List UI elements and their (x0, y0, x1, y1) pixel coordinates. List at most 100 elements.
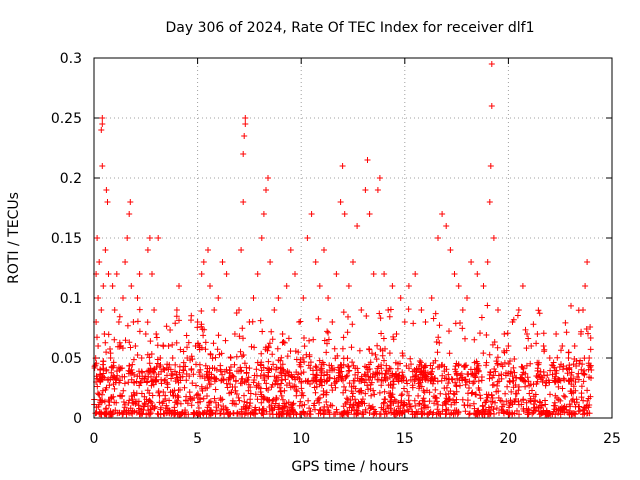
data-point-cloud (120, 387, 127, 394)
data-point-cloud (130, 389, 137, 396)
data-point-mid (407, 376, 414, 383)
data-point-cloud (281, 404, 288, 411)
data-point-mid (536, 310, 543, 317)
data-point (165, 343, 172, 349)
data-point-cloud (340, 411, 347, 418)
data-point-mid (367, 359, 374, 366)
data-point-cloud (171, 387, 178, 394)
data-point-cloud (256, 406, 263, 413)
data-point-cloud (420, 387, 427, 394)
data-point-cloud (209, 365, 216, 371)
data-point (142, 331, 149, 337)
data-point-cloud (516, 411, 522, 418)
data-point-mid (434, 378, 441, 385)
data-point-mid (551, 375, 558, 382)
data-point-mid (186, 373, 193, 380)
data-point-mid (373, 369, 379, 376)
data-point (358, 307, 365, 313)
data-point-cloud (312, 389, 319, 396)
data-point-cloud (362, 390, 369, 397)
data-point (128, 283, 135, 289)
data-point-cloud (168, 370, 175, 377)
data-point-cloud (345, 363, 352, 370)
data-point-cloud (473, 411, 480, 417)
data-point-mid (243, 378, 250, 384)
data-point-cloud (260, 394, 267, 400)
data-point (180, 367, 187, 373)
data-point-cloud (489, 395, 496, 401)
y-tick-label: 0.05 (51, 351, 82, 367)
data-point-cloud (293, 392, 300, 399)
data-point-cloud (137, 379, 144, 386)
data-point-cloud (572, 410, 579, 417)
data-point-cloud (504, 383, 511, 390)
data-point-cloud (141, 400, 148, 407)
data-point-cloud (510, 364, 517, 371)
data-point-mid (296, 376, 303, 382)
data-point-mid (340, 309, 347, 316)
data-point-mid (514, 312, 521, 319)
data-point-cloud (522, 383, 529, 390)
data-point-mid (399, 373, 406, 380)
data-point-mid (217, 368, 224, 375)
data-point-cloud (385, 405, 392, 411)
data-point-mid (587, 324, 594, 330)
data-point-cloud (233, 391, 240, 397)
data-point-cloud (507, 397, 514, 404)
data-point-cloud (307, 408, 314, 415)
data-point (287, 247, 294, 253)
data-point-cloud (359, 411, 366, 418)
data-point-cloud (128, 393, 135, 400)
data-point-cloud (457, 382, 463, 389)
data-point-mid (289, 374, 296, 381)
data-point-cloud (179, 410, 186, 416)
data-point-cloud (455, 409, 462, 416)
data-point-cloud (399, 369, 406, 376)
data-point-mid (416, 358, 423, 364)
data-point-cloud (103, 384, 110, 391)
data-point-cloud (162, 407, 169, 414)
data-point-cloud (198, 383, 205, 390)
data-point-cloud (356, 388, 363, 395)
chart-title: Day 306 of 2024, Rate Of TEC Index for r… (166, 20, 535, 36)
data-point-cloud (529, 387, 535, 394)
data-point-mid (448, 375, 455, 382)
data-point (205, 247, 211, 253)
data-point-cloud (443, 406, 449, 413)
data-point (435, 235, 441, 241)
data-point-cloud (398, 392, 405, 399)
data-point-mid (386, 365, 393, 372)
data-point-mid (422, 376, 429, 383)
data-point-mid (394, 375, 401, 382)
data-point (586, 355, 593, 361)
data-point (100, 283, 107, 289)
data-point-mid (335, 376, 342, 382)
data-point-cloud (328, 382, 335, 389)
data-point-cloud (270, 361, 277, 368)
data-point-cloud (340, 403, 347, 410)
data-point-cloud (574, 374, 581, 380)
data-point-mid (350, 377, 357, 384)
data-point-mid (205, 374, 212, 381)
data-point (345, 283, 352, 289)
data-point-cloud (443, 401, 450, 407)
data-point-cloud (437, 390, 444, 397)
data-point (354, 223, 361, 229)
data-point (577, 331, 584, 337)
data-point (487, 163, 494, 169)
data-point-cloud (300, 408, 307, 415)
data-point (455, 283, 462, 289)
data-point-cloud (269, 407, 275, 414)
data-point-mid (190, 371, 197, 378)
data-point-mid (566, 377, 573, 384)
data-point-mid (146, 360, 153, 367)
data-point-cloud (561, 403, 568, 410)
data-point (104, 199, 111, 205)
data-point-cloud (172, 361, 179, 368)
data-point-cloud (527, 397, 534, 404)
data-point-cloud (562, 393, 569, 400)
data-point-mid (214, 346, 221, 353)
data-point-mid (433, 339, 440, 345)
data-point-cloud (415, 392, 422, 399)
data-point (200, 259, 207, 265)
